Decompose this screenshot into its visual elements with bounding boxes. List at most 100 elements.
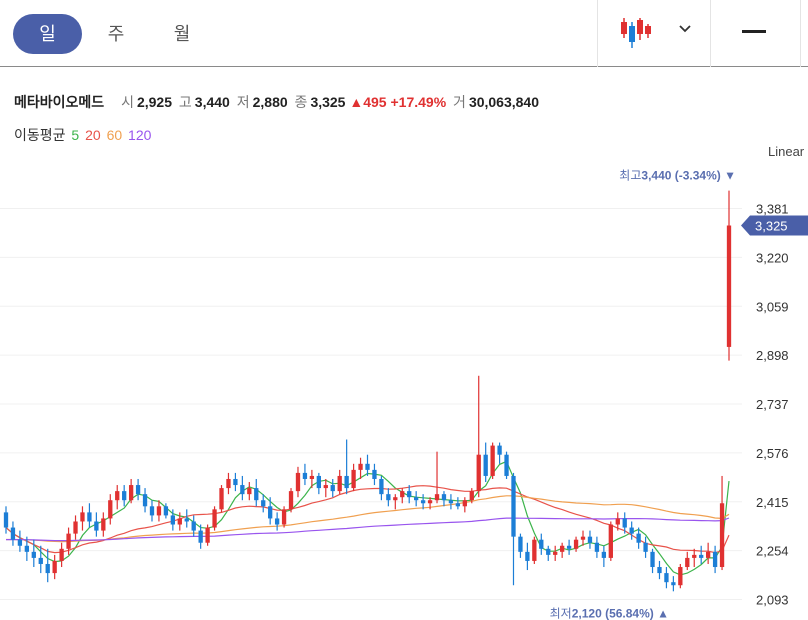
top-toolbar: 일 주 월 <box>0 0 808 67</box>
y-tick-label: 3,381 <box>756 202 789 217</box>
candle-body <box>254 488 259 501</box>
y-tick-label: 2,093 <box>756 593 789 608</box>
change-value: ▲495 <box>349 94 387 110</box>
candle-body <box>142 494 148 507</box>
tab-day[interactable]: 일 <box>13 14 82 54</box>
candle-body <box>233 478 238 486</box>
volume-value: 30,063,840 <box>468 94 540 110</box>
close-value: 3,325 <box>310 94 346 110</box>
open-value: 2,925 <box>136 94 172 110</box>
candle-body <box>497 445 502 455</box>
low-label: 저 <box>236 94 250 110</box>
candle-body <box>393 497 398 501</box>
candle-body <box>184 518 189 522</box>
candle-body <box>52 560 57 574</box>
candle-body <box>420 500 426 504</box>
candle-body <box>316 475 321 489</box>
candle-body <box>295 472 301 492</box>
candle-body <box>678 567 683 586</box>
candle-body <box>427 500 433 504</box>
candle-body <box>358 463 363 470</box>
candle-body <box>198 530 203 543</box>
candle-body <box>483 454 488 476</box>
candle-body <box>226 478 231 489</box>
dash-icon[interactable] <box>742 30 766 33</box>
ma-60[interactable]: 60 <box>106 127 123 143</box>
candle-body <box>379 478 384 495</box>
candle-body <box>455 503 461 507</box>
chevron-down-icon[interactable] <box>672 16 698 42</box>
candle-body <box>45 563 50 574</box>
candle-body <box>309 475 315 479</box>
candle-body <box>650 551 655 568</box>
ma-20[interactable]: 20 <box>85 127 101 143</box>
candle-body <box>622 518 627 528</box>
candle-body <box>323 485 328 489</box>
candle-body <box>504 454 509 476</box>
candle-body <box>566 545 572 549</box>
candle-body <box>149 506 155 516</box>
moving-average-legend: 이동평균 5 20 60 120 <box>14 125 151 145</box>
tab-month[interactable]: 월 <box>173 24 191 44</box>
candle-body <box>59 548 64 561</box>
candle-body <box>365 463 370 470</box>
candle-body <box>128 485 134 501</box>
candle-body <box>344 475 349 489</box>
candle-body <box>705 551 711 558</box>
candle-body <box>219 488 224 510</box>
candle-body <box>414 497 419 501</box>
candlestick-chart[interactable]: 3,381 3,220 3,059 2,898 2,737 2,576 2,415 2,254… <box>0 160 808 620</box>
candle-body <box>532 539 537 561</box>
candle-body <box>469 491 474 501</box>
candle-body <box>587 536 593 543</box>
candle-body <box>476 454 481 492</box>
y-tick-label: 3,059 <box>756 299 789 314</box>
candle-body <box>261 500 266 507</box>
change-percent: +17.49% <box>390 94 447 110</box>
candle-body <box>629 527 634 534</box>
y-tick-label: 2,254 <box>756 544 789 559</box>
candle-body <box>525 551 530 561</box>
candle-body <box>636 533 641 543</box>
toolbar-divider <box>710 0 711 67</box>
candle-body <box>38 557 43 564</box>
candle-body <box>101 518 106 531</box>
candle-body <box>643 542 648 552</box>
candle-body <box>247 488 252 495</box>
y-tick-label: 2,576 <box>756 446 789 461</box>
candle-body <box>462 500 467 507</box>
y-tick-label: 2,415 <box>756 495 789 510</box>
candle-body <box>135 485 141 495</box>
candle-body <box>281 509 287 525</box>
candle-body <box>692 554 697 558</box>
candle-body <box>240 485 245 495</box>
candle-body <box>518 536 523 552</box>
candle-body <box>80 512 85 522</box>
current-price-label: 3,325 <box>755 219 788 234</box>
candle-body <box>699 554 704 558</box>
candle-body <box>288 491 294 510</box>
y-tick-label: 2,898 <box>756 348 789 363</box>
ma-60-line <box>6 495 730 543</box>
stock-name: 메타바이오메드 <box>14 94 105 110</box>
candle-body <box>553 551 558 555</box>
candle-body <box>66 533 71 549</box>
candle-body <box>274 518 280 525</box>
ma-120[interactable]: 120 <box>128 127 152 143</box>
candle-body <box>434 494 440 501</box>
high-value: 3,440 <box>194 94 230 110</box>
candle-body <box>546 548 551 555</box>
high-label: 고 <box>178 94 192 110</box>
ma-5[interactable]: 5 <box>71 127 80 143</box>
candle-body <box>351 469 356 489</box>
candle-body <box>386 494 391 501</box>
tab-week[interactable]: 주 <box>107 24 125 44</box>
scale-mode[interactable]: Linear <box>768 144 805 159</box>
candle-body <box>559 545 565 552</box>
candle-body <box>156 506 162 516</box>
candlestick-icon[interactable] <box>618 16 654 50</box>
candle-body <box>212 509 217 528</box>
candle-body <box>205 527 210 543</box>
candle-body <box>601 551 607 558</box>
toolbar-divider <box>800 0 801 67</box>
